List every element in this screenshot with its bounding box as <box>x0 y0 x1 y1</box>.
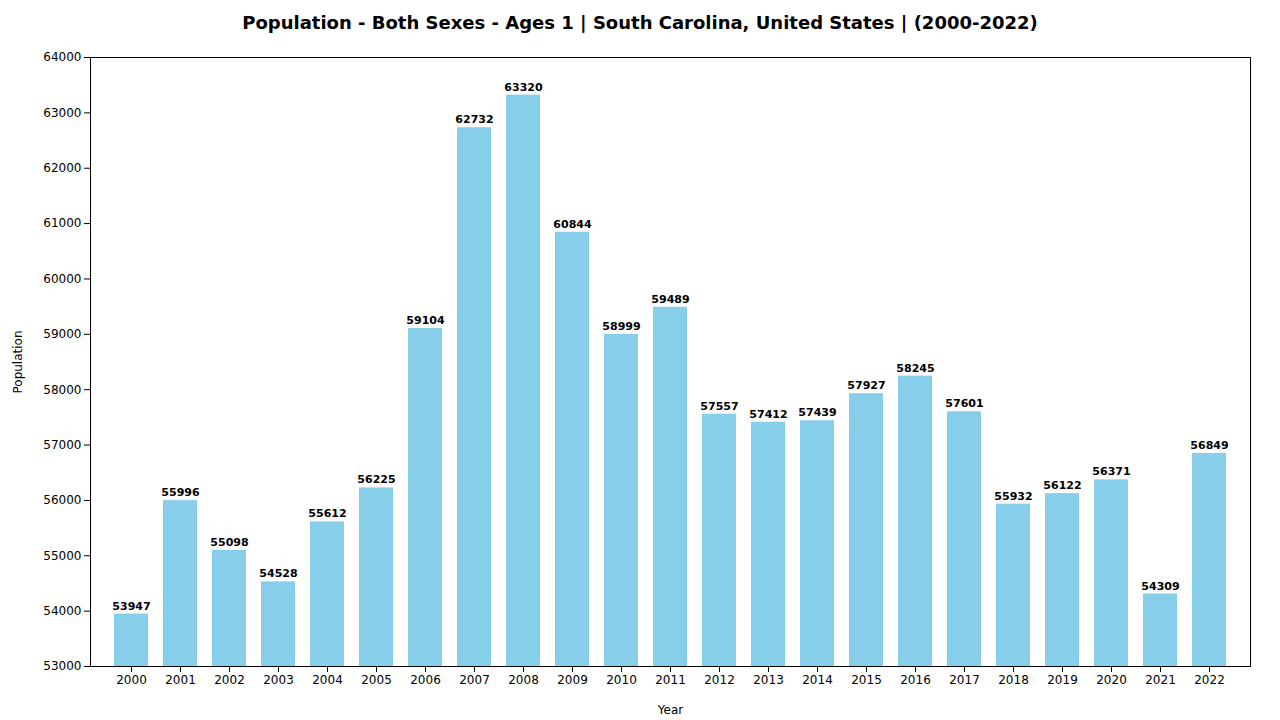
svg-text:53947: 53947 <box>112 600 150 613</box>
svg-text:2008: 2008 <box>508 673 539 687</box>
svg-text:57439: 57439 <box>798 406 836 419</box>
svg-text:56371: 56371 <box>1092 465 1130 478</box>
svg-text:55098: 55098 <box>210 536 248 549</box>
svg-text:63000: 63000 <box>43 106 81 120</box>
svg-text:54000: 54000 <box>43 604 81 618</box>
svg-text:2010: 2010 <box>606 673 637 687</box>
svg-text:59104: 59104 <box>406 314 445 327</box>
svg-text:60000: 60000 <box>43 272 81 286</box>
svg-text:57601: 57601 <box>945 397 983 410</box>
svg-text:2007: 2007 <box>459 673 490 687</box>
svg-text:59489: 59489 <box>651 293 689 306</box>
html-text:Population - Both Sexes - Ages: Population - Both Sexes - Ages 1 | South… <box>242 12 1038 33</box>
svg-text:59000: 59000 <box>43 327 81 341</box>
svg-text:2006: 2006 <box>410 673 441 687</box>
svg-text:58999: 58999 <box>602 320 640 333</box>
svg-text:58000: 58000 <box>43 383 81 397</box>
svg-text:57557: 57557 <box>700 400 738 413</box>
svg-text:2017: 2017 <box>949 673 980 687</box>
svg-text:55612: 55612 <box>308 507 346 520</box>
svg-text:56000: 56000 <box>43 493 81 507</box>
svg-text:2012: 2012 <box>704 673 735 687</box>
svg-text:55000: 55000 <box>43 549 81 563</box>
svg-text:2016: 2016 <box>900 673 931 687</box>
svg-text:62732: 62732 <box>455 113 493 126</box>
svg-text:64000: 64000 <box>43 50 81 64</box>
svg-text:62000: 62000 <box>43 161 81 175</box>
svg-text:58245: 58245 <box>896 362 934 375</box>
svg-text:55996: 55996 <box>161 486 200 499</box>
svg-text:54309: 54309 <box>1141 580 1179 593</box>
svg-text:2021: 2021 <box>1145 673 1176 687</box>
svg-text:57927: 57927 <box>847 379 885 392</box>
svg-text:55932: 55932 <box>994 490 1032 503</box>
svg-text:2015: 2015 <box>851 673 882 687</box>
svg-text:2011: 2011 <box>655 673 686 687</box>
svg-text:2022: 2022 <box>1194 673 1225 687</box>
svg-text:57412: 57412 <box>749 408 787 421</box>
svg-text:Population: Population <box>11 330 25 393</box>
svg-text:63320: 63320 <box>504 81 543 94</box>
svg-text:53000: 53000 <box>43 659 81 673</box>
svg-text:2005: 2005 <box>361 673 392 687</box>
svg-text:2001: 2001 <box>165 673 196 687</box>
svg-text:56849: 56849 <box>1190 439 1228 452</box>
svg-text:60844: 60844 <box>553 218 592 231</box>
svg-text:2019: 2019 <box>1047 673 1078 687</box>
svg-text:2009: 2009 <box>557 673 588 687</box>
svg-text:2000: 2000 <box>116 673 147 687</box>
svg-text:54528: 54528 <box>259 567 297 580</box>
svg-text:2020: 2020 <box>1096 673 1127 687</box>
svg-text:61000: 61000 <box>43 216 81 230</box>
svg-text:2002: 2002 <box>214 673 245 687</box>
svg-text:2013: 2013 <box>753 673 784 687</box>
svg-text:2003: 2003 <box>263 673 294 687</box>
svg-text:57000: 57000 <box>43 438 81 452</box>
svg-text:2018: 2018 <box>998 673 1029 687</box>
svg-text:Year: Year <box>657 703 683 717</box>
svg-text:56122: 56122 <box>1043 479 1081 492</box>
svg-text:2004: 2004 <box>312 673 343 687</box>
svg-text:56225: 56225 <box>357 473 395 486</box>
svg-text:2014: 2014 <box>802 673 833 687</box>
